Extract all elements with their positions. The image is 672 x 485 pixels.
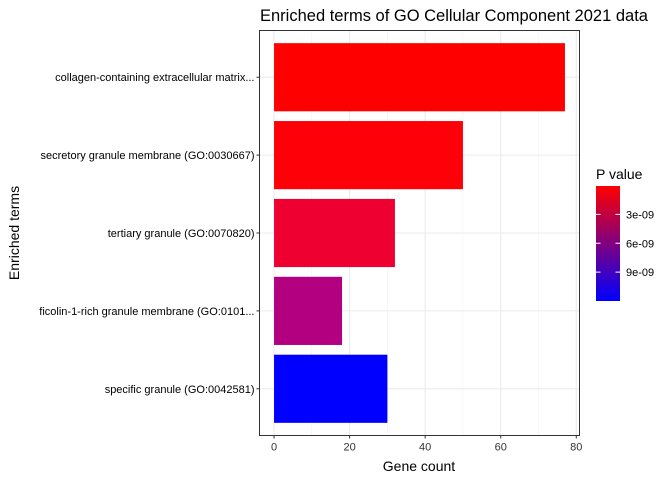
legend-tick-label: 6e-09 [626,238,654,250]
x-tick-label: 20 [343,442,355,454]
x-tick-label: 80 [570,442,582,454]
legend-tick-label: 9e-09 [626,267,654,279]
legend: P value 3e-09 6e-09 9e-09 [596,166,654,301]
x-tick-label: 0 [271,442,277,454]
bar [274,354,388,423]
legend-tick-label: 3e-09 [626,209,654,221]
bar [274,198,395,268]
y-tick-labels: collagen-containing extracellular matrix… [39,72,260,396]
bar [274,121,463,190]
y-tick-label: specific granule (GO:0042581) [105,384,255,396]
bar [274,276,343,345]
x-tick-label: 40 [419,442,431,454]
y-tick-label: tertiary granule (GO:0070820) [108,228,255,240]
legend-ticks: 3e-09 6e-09 9e-09 [596,209,654,279]
bars [274,43,565,423]
y-tick-label: ficolin-1-rich granule membrane (GO:0101… [39,306,254,318]
y-axis-label: Enriched terms [6,186,22,280]
bar [274,43,565,112]
y-tick-label: collagen-containing extracellular matrix… [55,72,254,84]
chart-title: Enriched terms of GO Cellular Component … [260,7,649,25]
x-tick-labels: 0 20 40 60 80 [271,435,582,454]
legend-title: P value [596,166,643,182]
y-tick-label: secretory granule membrane (GO:0030667) [41,150,255,162]
x-tick-label: 60 [495,442,507,454]
x-axis-label: Gene count [383,458,455,474]
